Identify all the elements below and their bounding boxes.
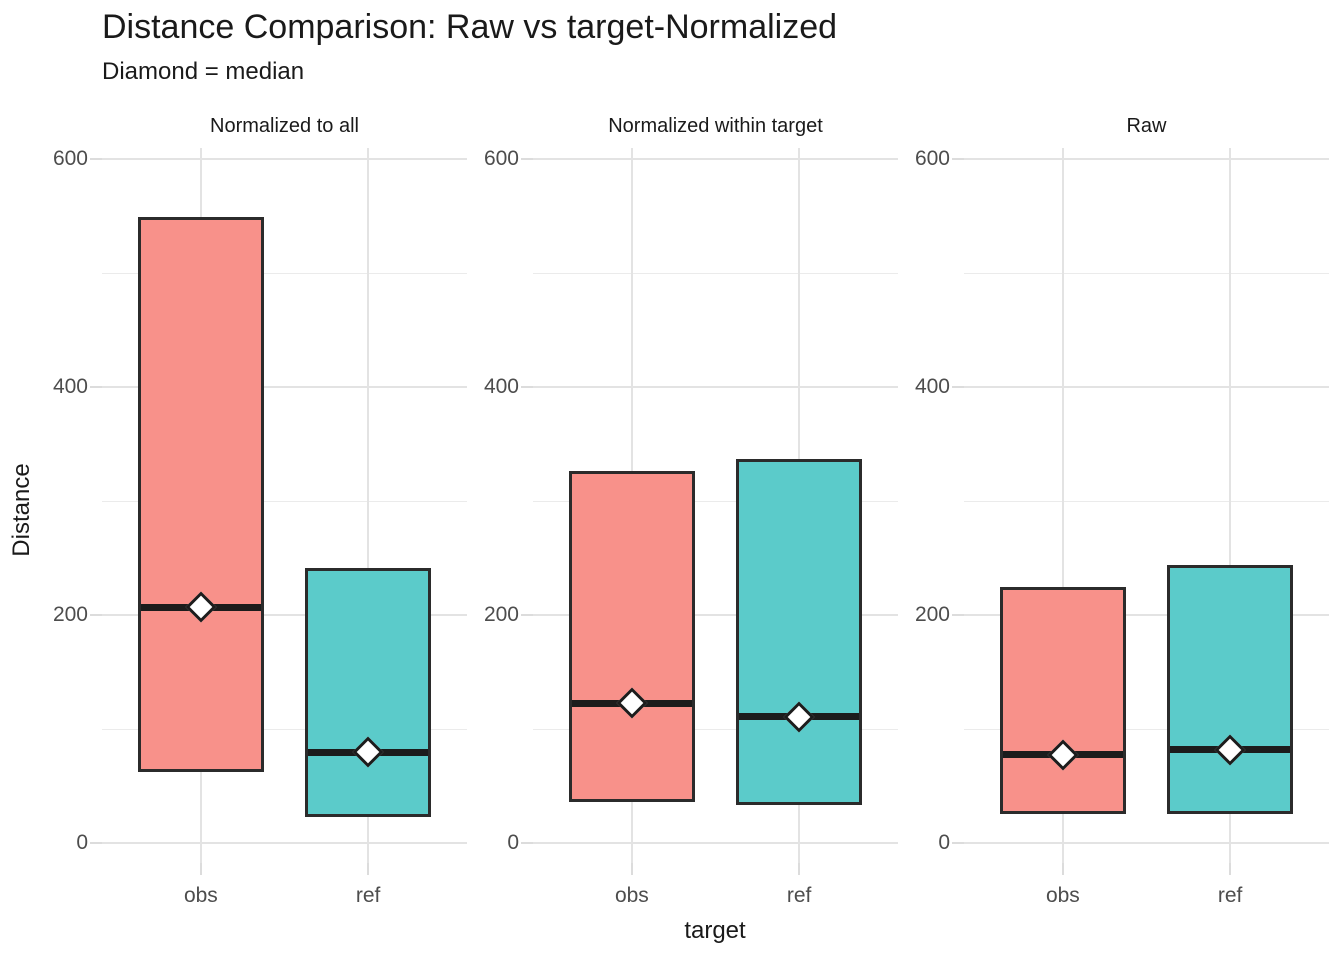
y-tick-mark — [521, 158, 533, 161]
x-category-label: ref — [355, 884, 381, 907]
y-tick-mark — [90, 158, 102, 161]
panel — [964, 148, 1329, 863]
y-tick-label: 400 — [52, 375, 88, 399]
gridline-major — [102, 614, 467, 617]
y-tick-mark — [952, 386, 964, 389]
x-category-label: ref — [786, 884, 812, 907]
box — [305, 568, 432, 818]
y-tick-label: 600 — [483, 147, 519, 171]
gridline-major — [964, 158, 1329, 161]
y-tick-mark — [90, 614, 102, 617]
chart-subtitle: Diamond = median — [102, 58, 305, 85]
y-tick-label: 600 — [914, 147, 950, 171]
y-tick-mark — [952, 158, 964, 161]
gridline-minor — [964, 728, 1329, 730]
x-tick-mark — [798, 863, 801, 875]
y-tick-label: 200 — [914, 603, 950, 627]
box — [1167, 564, 1294, 815]
y-tick-mark — [521, 842, 533, 845]
gridline-major — [533, 158, 898, 161]
facet-strip-label: Raw — [1126, 115, 1167, 137]
gridline-minor — [102, 500, 467, 502]
x-tick-mark — [630, 863, 633, 875]
y-tick-mark — [521, 614, 533, 617]
y-tick-label: 0 — [76, 831, 88, 855]
gridline-minor — [102, 728, 467, 730]
y-tick-label: 400 — [914, 375, 950, 399]
facet-strip-label: Normalized within target — [608, 115, 823, 137]
y-tick-label: 200 — [52, 603, 88, 627]
gridline-major — [533, 614, 898, 617]
gridline-major — [533, 386, 898, 389]
gridline-minor — [533, 272, 898, 274]
gridline-vertical — [1061, 148, 1064, 863]
x-category-label: obs — [614, 884, 649, 907]
gridline-vertical — [1229, 148, 1232, 863]
x-tick-mark — [367, 863, 370, 875]
gridline-major — [102, 158, 467, 161]
y-tick-mark — [90, 842, 102, 845]
gridline-vertical — [367, 148, 370, 863]
box — [999, 586, 1126, 815]
x-category-label: ref — [1217, 884, 1243, 907]
gridline-major — [102, 386, 467, 389]
x-category-label: obs — [1045, 884, 1080, 907]
y-tick-mark — [90, 386, 102, 389]
gridline-minor — [964, 500, 1329, 502]
gridline-major — [533, 842, 898, 845]
x-tick-mark — [199, 863, 202, 875]
y-tick-label: 600 — [52, 147, 88, 171]
gridline-minor — [964, 272, 1329, 274]
gridline-major — [102, 842, 467, 845]
gridline-minor — [533, 728, 898, 730]
chart-title: Distance Comparison: Raw vs target-Norma… — [102, 8, 838, 46]
y-tick-label: 400 — [483, 375, 519, 399]
box — [137, 217, 264, 772]
y-tick-mark — [952, 614, 964, 617]
facet-strip-label: Normalized to all — [210, 115, 359, 137]
gridline-minor — [533, 500, 898, 502]
gridline-major — [964, 386, 1329, 389]
gridline-major — [964, 842, 1329, 845]
y-tick-label: 0 — [507, 831, 519, 855]
x-category-label: obs — [183, 884, 218, 907]
box — [736, 458, 863, 805]
box — [568, 471, 695, 802]
y-axis-title: Distance — [8, 463, 35, 557]
x-axis-title: target — [684, 917, 746, 944]
gridline-major — [964, 614, 1329, 617]
x-tick-mark — [1229, 863, 1232, 875]
y-tick-label: 200 — [483, 603, 519, 627]
y-tick-mark — [952, 842, 964, 845]
gridline-minor — [102, 272, 467, 274]
x-tick-mark — [1061, 863, 1064, 875]
y-tick-mark — [521, 386, 533, 389]
y-tick-label: 0 — [938, 831, 950, 855]
